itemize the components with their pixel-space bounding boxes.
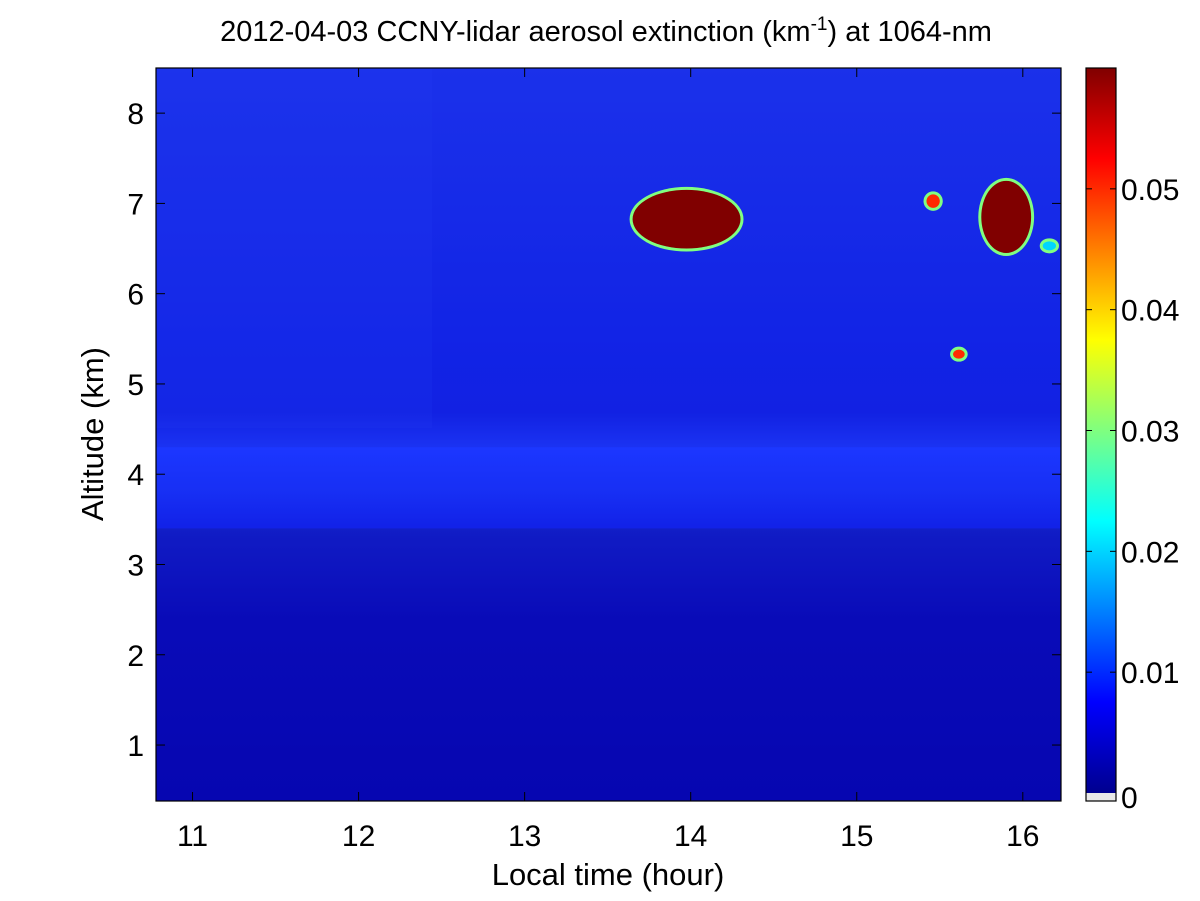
y-axis-label: Altitude (km): [75, 347, 110, 521]
x-axis-label: Local time (hour): [492, 857, 725, 892]
cloud-core: [1042, 241, 1057, 251]
y-tick-label: 6: [127, 279, 144, 312]
plot-frame: [155, 67, 1062, 802]
cloud-core: [926, 194, 940, 208]
y-axis: 1 2 3 4 5 6 7 8: [127, 98, 1061, 763]
colorbar-under-swatch: [1086, 793, 1116, 801]
cloud-core: [953, 349, 965, 359]
chart-title-main: 2012-04-03 CCNY-lidar aerosol extinction…: [220, 16, 810, 48]
colorbar-tick-label: 0.04: [1121, 295, 1179, 328]
x-tick-label: 11: [177, 820, 208, 853]
aerosol-layers: [156, 68, 1061, 801]
chart-title-superscript: -1: [811, 14, 828, 35]
x-tick-label: 15: [840, 820, 873, 853]
x-tick-label: 16: [1006, 820, 1039, 853]
y-tick-label: 2: [127, 640, 144, 673]
colorbar-tick-label: 0: [1121, 782, 1138, 815]
colorbar-tick-label: 0.05: [1121, 174, 1179, 207]
cloud-feature-0: [629, 186, 744, 252]
aerosol-layer-1: [156, 447, 1061, 529]
y-tick-label: 7: [127, 188, 144, 221]
y-tick-label: 5: [127, 369, 144, 402]
colorbar-ticks: 0 0.01 0.02 0.03 0.04 0.05: [1086, 174, 1179, 815]
heatmap-background: [156, 68, 1061, 801]
y-tick-label: 4: [127, 459, 144, 492]
colorbar-tick-label: 0.01: [1121, 657, 1179, 690]
aerosol-layer-0: [156, 528, 1061, 801]
y-tick-label: 8: [127, 98, 144, 131]
cloud-feature-4: [1039, 238, 1060, 254]
aerosol-layer-2: [156, 68, 1061, 448]
chart-title-suffix: ) at 1064-nm: [827, 16, 991, 48]
colorbar: 0 0.01 0.02 0.03 0.04 0.05: [1085, 67, 1179, 815]
plot-area: [156, 68, 1061, 801]
x-tick-label: 13: [508, 820, 541, 853]
early-profile-shade: [156, 68, 432, 428]
cloud-feature-1: [923, 191, 943, 211]
cloud-feature-3: [950, 346, 968, 362]
x-axis: 11 12 13 14 15 16: [177, 68, 1039, 853]
x-tick-label: 12: [342, 820, 375, 853]
colorbar-tick-label: 0.02: [1121, 536, 1179, 569]
cloud-core: [632, 189, 741, 249]
x-tick-label: 14: [674, 820, 707, 853]
y-tick-label: 1: [127, 730, 144, 763]
chart-title: 2012-04-03 CCNY-lidar aerosol extinction…: [220, 14, 992, 48]
cloud-feature-2: [978, 177, 1035, 257]
cloud-core: [981, 180, 1032, 254]
y-tick-label: 3: [127, 549, 144, 582]
colorbar-frame: [1085, 67, 1117, 802]
colorbar-tick-label: 0.03: [1121, 416, 1179, 449]
cloud-features: [629, 177, 1060, 362]
